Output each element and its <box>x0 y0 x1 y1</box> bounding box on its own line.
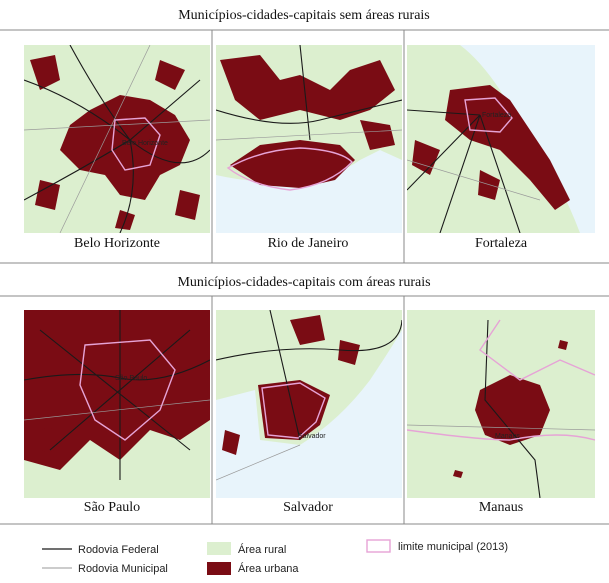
legend-swatch <box>207 542 231 555</box>
map-label: Manaus <box>495 433 520 440</box>
map-caption: São Paulo <box>84 500 140 515</box>
map-caption: Salvador <box>283 500 333 515</box>
map-caption: Rio de Janeiro <box>268 236 349 251</box>
map: Belo Horizonte <box>24 45 210 233</box>
map: São Paulo <box>24 310 210 498</box>
map: Fortaleza <box>407 45 595 233</box>
map: Manaus <box>407 310 595 498</box>
legend: Rodovia Federal Rodovia Municipal Área r… <box>42 539 508 575</box>
map-caption: Belo Horizonte <box>74 236 160 251</box>
map-caption: Manaus <box>479 500 523 515</box>
map-caption: Fortaleza <box>475 236 528 251</box>
legend-label: Rodovia Federal <box>78 544 159 556</box>
section-title: Municípios-cidades-capitais com áreas ru… <box>177 275 430 290</box>
legend-swatch <box>366 539 391 553</box>
map-label: Salvador <box>298 433 326 440</box>
section-title: Municípios-cidades-capitais sem áreas ru… <box>178 8 430 23</box>
map-label: Fortaleza <box>482 112 511 119</box>
legend-label: Área rural <box>238 543 286 556</box>
map-label: São Paulo <box>115 375 147 382</box>
legend-label: Rodovia Municipal <box>78 563 168 575</box>
legend-label: Área urbana <box>238 562 299 575</box>
legend-swatch <box>207 562 231 575</box>
map <box>216 45 402 233</box>
map-label: Belo Horizonte <box>122 140 168 147</box>
map: Salvador <box>216 310 402 498</box>
legend-label: limite municipal (2013) <box>398 541 508 553</box>
